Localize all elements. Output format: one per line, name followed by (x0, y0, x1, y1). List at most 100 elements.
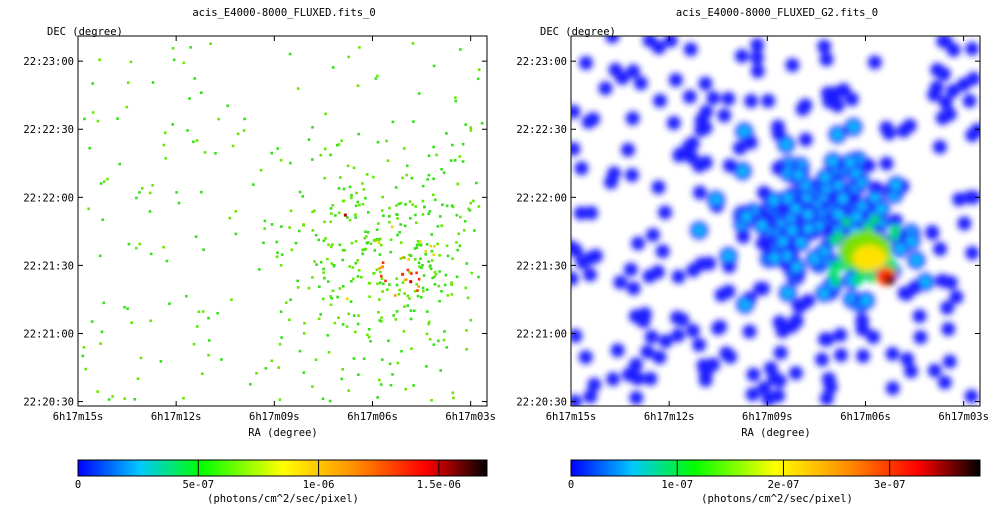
blob (879, 156, 894, 171)
blob (900, 352, 915, 367)
blob (856, 349, 871, 364)
flux-pixel (409, 317, 413, 321)
flux-pixel (270, 359, 274, 363)
flux-pixel (443, 283, 447, 287)
flux-pixel (399, 241, 403, 244)
flux-pixel (417, 261, 421, 265)
blob-core (739, 299, 750, 310)
flux-pixel (452, 396, 455, 400)
flux-pixel (386, 159, 390, 162)
flux-pixel (480, 122, 484, 125)
flux-pixel (236, 132, 240, 136)
flux-pixel (378, 378, 381, 382)
flux-pixel (139, 356, 143, 360)
flux-pixel (330, 297, 333, 300)
flux-pixel (347, 55, 350, 59)
blob (640, 344, 655, 359)
flux-pixel (469, 201, 472, 205)
blob (963, 190, 978, 205)
flux-pixel (463, 220, 467, 223)
colorbar-tick-label: 1.5e-06 (417, 479, 461, 491)
flux-pixel (367, 335, 371, 339)
flux-pixel (424, 253, 427, 256)
flux-pixel (450, 283, 453, 286)
flux-pixel (389, 383, 393, 387)
blob-core (827, 156, 838, 167)
flux-pixel (419, 257, 422, 260)
flux-pixel (340, 377, 344, 381)
flux-pixel (477, 275, 480, 279)
flux-pixel (307, 286, 311, 290)
flux-pixel (337, 187, 341, 190)
flux-pixel (381, 261, 385, 264)
blob-core (837, 193, 848, 204)
flux-pixel (362, 188, 366, 191)
blob (645, 227, 660, 242)
blob-core (710, 194, 721, 205)
flux-pixel (270, 223, 274, 226)
flux-pixel (280, 336, 283, 339)
flux-pixel (426, 178, 429, 181)
flux-pixel (203, 151, 207, 154)
flux-pixel (405, 173, 408, 177)
flux-pixel (465, 329, 468, 332)
flux-pixel (362, 357, 366, 361)
blob-green (828, 268, 839, 279)
blob (855, 313, 870, 328)
flux-pixel (357, 269, 361, 272)
blob (692, 185, 707, 200)
flux-pixel (382, 214, 385, 217)
flux-pixel (216, 311, 219, 315)
blob (582, 267, 597, 282)
blob (836, 83, 851, 98)
flux-pixel (336, 143, 339, 147)
blob (819, 391, 834, 406)
flux-pixel (228, 216, 232, 220)
flux-pixel (278, 398, 282, 401)
flux-pixel (329, 295, 332, 298)
x-tick-label: 6h17m09s (249, 411, 300, 423)
smoothed-layer (571, 36, 980, 406)
flux-pixel (349, 300, 353, 303)
flux-pixel (399, 257, 403, 260)
flux-pixel (467, 207, 470, 211)
flux-pixel (96, 119, 100, 123)
flux-pixel (395, 277, 399, 280)
flux-pixel (419, 243, 423, 247)
flux-pixel (327, 280, 330, 283)
flux-pixel (401, 256, 405, 259)
flux-pixel (364, 247, 368, 251)
flux-pixel (456, 248, 459, 252)
blob (584, 206, 599, 221)
right-plot-frame (570, 35, 981, 407)
flux-pixel (419, 295, 423, 299)
flux-pixel (378, 267, 381, 270)
flux-pixel (393, 294, 397, 297)
flux-pixel (321, 297, 325, 301)
blob (578, 55, 593, 70)
colorbar-tick-label: 0 (75, 479, 81, 491)
blob (717, 108, 732, 123)
flux-pixel (323, 176, 326, 180)
flux-pixel (469, 126, 472, 129)
flux-pixel (404, 387, 408, 391)
flux-pixel (84, 367, 88, 371)
flux-pixel (288, 52, 292, 56)
blob (652, 93, 667, 108)
flux-pixel (402, 330, 406, 333)
flux-pixel (417, 277, 421, 281)
blob (772, 373, 787, 388)
blob (651, 180, 666, 195)
flux-pixel (352, 357, 356, 360)
flux-pixel (200, 91, 203, 94)
flux-pixel (384, 279, 387, 283)
left-colorbar-ticks: 0 5e-07 1e-06 1.5e-06 (75, 460, 461, 491)
blob (867, 55, 882, 70)
flux-pixel (438, 299, 441, 303)
flux-pixel (388, 362, 392, 366)
blob-core (791, 262, 802, 273)
blob (965, 41, 980, 56)
blob (763, 361, 778, 376)
flux-pixel (141, 187, 144, 190)
flux-pixel (477, 205, 481, 208)
